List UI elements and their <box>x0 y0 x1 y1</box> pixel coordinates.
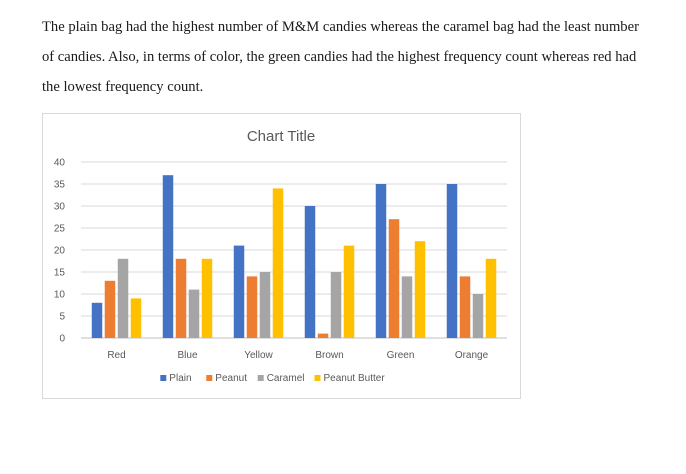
bar <box>446 184 458 338</box>
x-tick-label: Red <box>107 350 125 361</box>
x-axis-ticks: Red Blue Yellow Brown Green Orange <box>107 350 488 361</box>
x-tick-label: Brown <box>315 350 343 361</box>
bar <box>272 188 284 338</box>
y-tick-label: 0 <box>59 334 65 345</box>
y-tick-label: 40 <box>54 158 66 169</box>
legend-label: Peanut Butter <box>324 373 386 384</box>
chart-title: Chart Title <box>247 128 315 145</box>
x-tick-label: Green <box>387 350 415 361</box>
gridlines <box>81 161 507 339</box>
bar <box>259 272 271 338</box>
y-tick-label: 20 <box>54 246 66 257</box>
legend-swatch <box>206 375 213 381</box>
bar <box>175 258 187 338</box>
y-tick-label: 15 <box>54 268 66 279</box>
x-tick-label: Blue <box>177 350 197 361</box>
bar <box>472 294 484 338</box>
bar <box>233 245 245 338</box>
legend-swatch <box>314 375 321 381</box>
x-tick-label: Orange <box>455 350 489 361</box>
bar <box>188 289 200 338</box>
bar-chart: Chart Title 0 5 10 15 20 25 30 35 40 Red Blue Yell… <box>54 128 507 384</box>
legend-swatch <box>160 375 167 381</box>
y-tick-label: 35 <box>54 180 66 191</box>
bar <box>201 258 213 338</box>
bar <box>246 276 258 338</box>
y-tick-label: 5 <box>59 312 65 323</box>
bar <box>388 219 400 338</box>
bar <box>162 175 174 338</box>
legend-swatch <box>257 375 264 381</box>
y-tick-label: 30 <box>54 202 66 213</box>
bar <box>91 302 103 338</box>
bar <box>117 258 129 338</box>
bar <box>330 272 342 338</box>
legend-item: Peanut <box>206 373 247 384</box>
legend-item: Peanut Butter <box>314 373 386 384</box>
chart-container[interactable]: Chart Title 0 5 10 15 20 25 30 35 40 Red Blue Yell… <box>42 113 521 399</box>
bar <box>375 184 387 338</box>
y-tick-label: 25 <box>54 224 66 235</box>
y-tick-label: 10 <box>54 290 66 301</box>
legend-item: Plain <box>160 373 192 384</box>
bar <box>459 276 471 338</box>
bar <box>304 206 316 338</box>
legend-label: Caramel <box>267 373 305 384</box>
legend-label: Peanut <box>215 373 247 384</box>
paragraph-line-2: of candies. Also, in terms of color, the… <box>42 49 637 65</box>
paragraph-line-1: The plain bag had the highest number of … <box>42 19 639 35</box>
document-paragraph: The plain bag had the highest number of … <box>42 12 662 102</box>
legend-label: Plain <box>169 373 191 384</box>
paragraph-line-3: the lowest frequency count. <box>42 79 204 95</box>
legend-item: Caramel <box>257 373 305 384</box>
legend: Plain Peanut Caramel Peanut Butter <box>160 373 385 384</box>
x-tick-label: Yellow <box>244 350 273 361</box>
bar <box>104 280 116 338</box>
bar <box>401 276 413 338</box>
bar <box>485 258 497 338</box>
bar <box>130 298 142 338</box>
bar <box>414 241 426 338</box>
bar <box>343 245 355 338</box>
bars <box>91 175 497 338</box>
bar <box>317 333 329 338</box>
y-axis-ticks: 0 5 10 15 20 25 30 35 40 <box>54 158 66 345</box>
